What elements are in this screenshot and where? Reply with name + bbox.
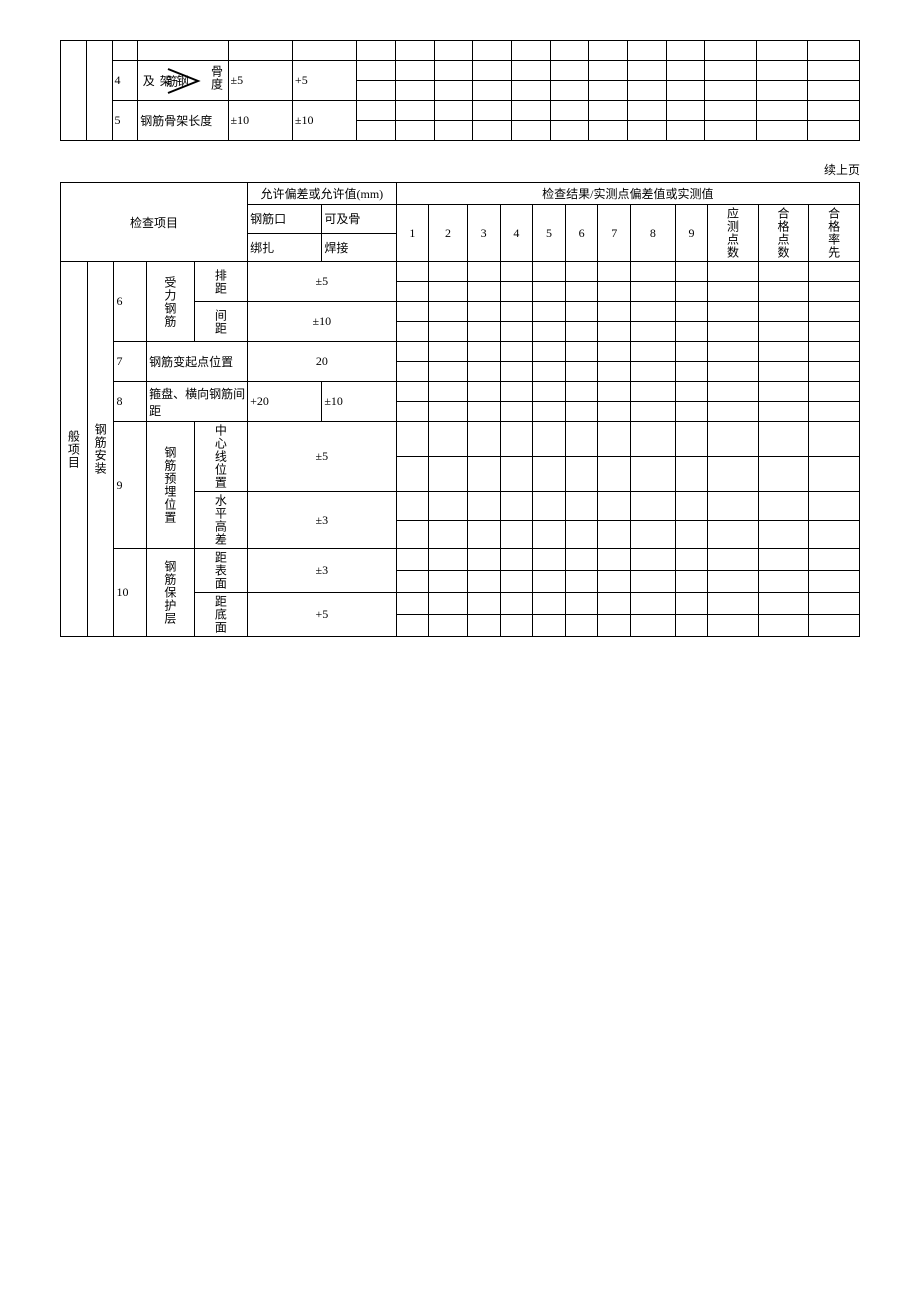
sub-label: 距表面 (194, 549, 248, 593)
continued-label: 续上页 (60, 161, 860, 178)
tol-cell: +5 (292, 61, 356, 101)
row-label-4: 钢架及 筋 骨度 (138, 61, 228, 101)
col-rate: 合格率先 (809, 205, 860, 262)
table-row (61, 41, 860, 61)
group-label: 钢筋预埋位置 (147, 422, 195, 549)
table-row: 般项目 钢筋安装 6 受力钢筋 排距 ±5 (61, 262, 860, 282)
group-label: 受力钢筋 (147, 262, 195, 342)
tol-cell: ±3 (248, 549, 396, 593)
table-row: 4 钢架及 筋 骨度 ±5 +5 (61, 61, 860, 81)
row-label: 箍盘、横向钢筋间距 (147, 382, 248, 422)
tol-cell: ±5 (248, 422, 396, 492)
col-check-item: 检查项目 (61, 183, 248, 262)
sub-head: 可及骨 (322, 205, 396, 234)
tol-cell: ±10 (228, 101, 292, 141)
col-tol: 允许偏差或允许值(mm) (248, 183, 396, 205)
table-row: 8 箍盘、横向钢筋间距 +20 ±10 (61, 382, 860, 402)
row-num: 5 (112, 101, 138, 141)
tol-cell: ±10 (292, 101, 356, 141)
row-num: 8 (114, 382, 147, 422)
tol-cell: 20 (248, 342, 396, 382)
col-n: 2 (429, 205, 468, 262)
col-pass: 合格点数 (758, 205, 808, 262)
sub-label: 排距 (194, 262, 248, 302)
col-n: 8 (631, 205, 676, 262)
row-label: 钢筋骨架长度 (138, 101, 228, 141)
row-num: 4 (112, 61, 138, 101)
side-big1: 般项目 (61, 262, 88, 637)
col-n: 9 (675, 205, 708, 262)
group-label: 钢筋保护层 (147, 549, 195, 637)
table-row: 7 钢筋变起点位置 20 (61, 342, 860, 362)
sub-label: 间距 (194, 302, 248, 342)
table-row: 9 钢筋预埋位置 中心线位置 ±5 (61, 422, 860, 457)
row-num: 10 (114, 549, 147, 637)
col-result: 检查结果/实测点偏差值或实测值 (396, 183, 859, 205)
sub-label: 距底面 (194, 593, 248, 637)
side-big2: 钢筋安装 (87, 262, 114, 637)
tol-cell: ±10 (248, 302, 396, 342)
tol-cell: +20 (248, 382, 322, 422)
tol-cell: ±5 (228, 61, 292, 101)
sub-head: 焊接 (322, 233, 396, 262)
tol-cell: +5 (248, 593, 396, 637)
col-n: 5 (533, 205, 566, 262)
table-fragment-top: 4 钢架及 筋 骨度 ±5 +5 5 钢筋骨架长度 ±10 ±10 (60, 40, 860, 141)
table-row: 5 钢筋骨架长度 ±10 ±10 (61, 101, 860, 121)
sub-head: 钢筋口 (248, 205, 322, 234)
arrow-icon (163, 61, 203, 101)
sub-head: 绑扎 (248, 233, 322, 262)
col-n: 7 (598, 205, 631, 262)
col-should: 应测点数 (708, 205, 758, 262)
col-n: 6 (565, 205, 598, 262)
col-n: 3 (467, 205, 500, 262)
row-num: 9 (114, 422, 147, 549)
table-row: 10 钢筋保护层 距表面 ±3 (61, 549, 860, 571)
tol-cell: ±10 (322, 382, 396, 422)
tol-cell: ±5 (248, 262, 396, 302)
col-n: 1 (396, 205, 429, 262)
row-num: 6 (114, 262, 147, 342)
tol-cell: ±3 (248, 492, 396, 549)
header-row: 检查项目 允许偏差或允许值(mm) 检查结果/实测点偏差值或实测值 (61, 183, 860, 205)
col-n: 4 (500, 205, 533, 262)
row-num: 7 (114, 342, 147, 382)
table-main: 检查项目 允许偏差或允许值(mm) 检查结果/实测点偏差值或实测值 钢筋口 可及… (60, 182, 860, 637)
sub-label: 中心线位置 (194, 422, 248, 492)
row-label: 钢筋变起点位置 (147, 342, 248, 382)
sub-label: 水平高差 (194, 492, 248, 549)
